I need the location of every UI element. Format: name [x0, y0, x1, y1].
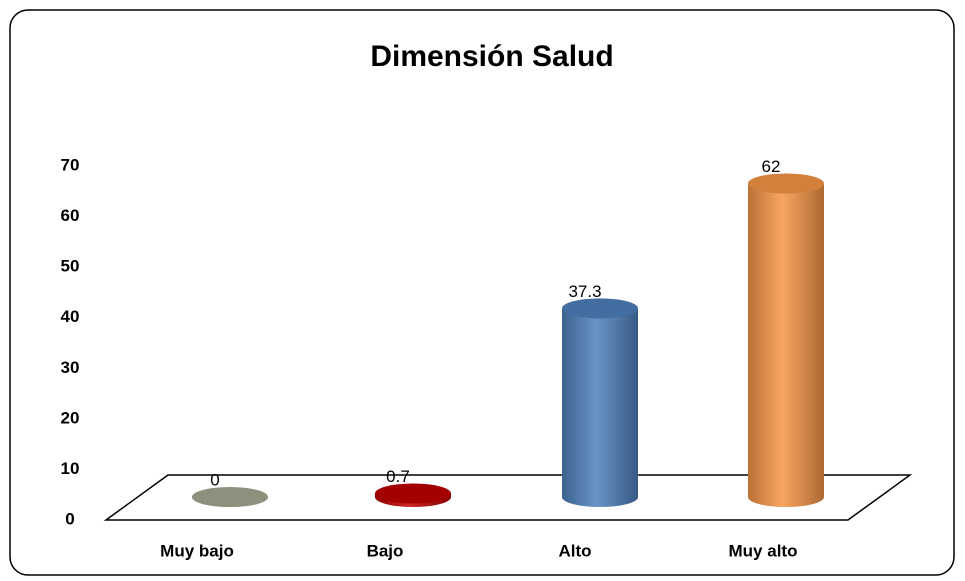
y-tick-label: 50 — [61, 257, 80, 276]
y-tick-label: 40 — [61, 307, 80, 326]
bar-top — [748, 173, 824, 194]
y-tick-label: 20 — [61, 408, 80, 427]
x-tick-label: Muy alto — [729, 541, 798, 560]
chart-frame — [9, 9, 955, 576]
value-label: 0.7 — [386, 467, 410, 486]
y-tick-label: 10 — [61, 459, 80, 478]
bar-body — [748, 183, 824, 507]
floor — [103, 474, 913, 521]
value-label: 37.3 — [568, 282, 601, 301]
value-label: 0 — [210, 470, 219, 489]
bar-top — [192, 487, 268, 507]
y-tick-label: 30 — [61, 358, 80, 377]
bar-body — [562, 308, 638, 507]
bar-top — [375, 483, 451, 504]
x-tick-label: Bajo — [367, 541, 404, 560]
y-tick-label: 60 — [61, 206, 80, 225]
x-tick-label: Muy bajo — [160, 541, 234, 560]
y-tick-label: 0 — [65, 509, 74, 528]
chart-title: Dimensión Salud — [370, 40, 613, 73]
y-tick-label: 70 — [61, 155, 80, 174]
value-label: 62 — [762, 157, 781, 176]
x-tick-label: Alto — [558, 541, 591, 560]
bar-top — [562, 298, 638, 319]
